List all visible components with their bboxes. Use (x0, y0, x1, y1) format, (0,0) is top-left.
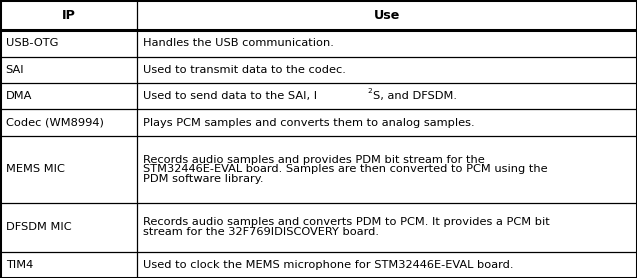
Text: Used to transmit data to the codec.: Used to transmit data to the codec. (143, 65, 345, 75)
Text: stream for the 32F769IDISCOVERY board.: stream for the 32F769IDISCOVERY board. (143, 227, 378, 237)
Text: USB-OTG: USB-OTG (6, 38, 58, 48)
Text: S, and DFSDM.: S, and DFSDM. (373, 91, 457, 101)
Text: SAI: SAI (6, 65, 24, 75)
Text: STM32446E-EVAL board. Samples are then converted to PCM using the: STM32446E-EVAL board. Samples are then c… (143, 164, 547, 174)
Text: Used to clock the MEMS microphone for STM32446E-EVAL board.: Used to clock the MEMS microphone for ST… (143, 260, 513, 270)
Text: IP: IP (62, 9, 75, 22)
Text: Used to send data to the SAI, I: Used to send data to the SAI, I (143, 91, 317, 101)
Text: Records audio samples and provides PDM bit stream for the: Records audio samples and provides PDM b… (143, 155, 484, 165)
Text: 2: 2 (368, 88, 372, 94)
Text: Handles the USB communication.: Handles the USB communication. (143, 38, 334, 48)
Text: Codec (WM8994): Codec (WM8994) (6, 118, 104, 128)
Text: Plays PCM samples and converts them to analog samples.: Plays PCM samples and converts them to a… (143, 118, 475, 128)
Text: DFSDM MIC: DFSDM MIC (6, 222, 71, 232)
Text: TIM4: TIM4 (6, 260, 33, 270)
Text: Use: Use (374, 9, 400, 22)
Text: DMA: DMA (6, 91, 32, 101)
Text: MEMS MIC: MEMS MIC (6, 164, 64, 174)
Text: PDM software library.: PDM software library. (143, 174, 263, 184)
Text: Records audio samples and converts PDM to PCM. It provides a PCM bit: Records audio samples and converts PDM t… (143, 217, 550, 227)
